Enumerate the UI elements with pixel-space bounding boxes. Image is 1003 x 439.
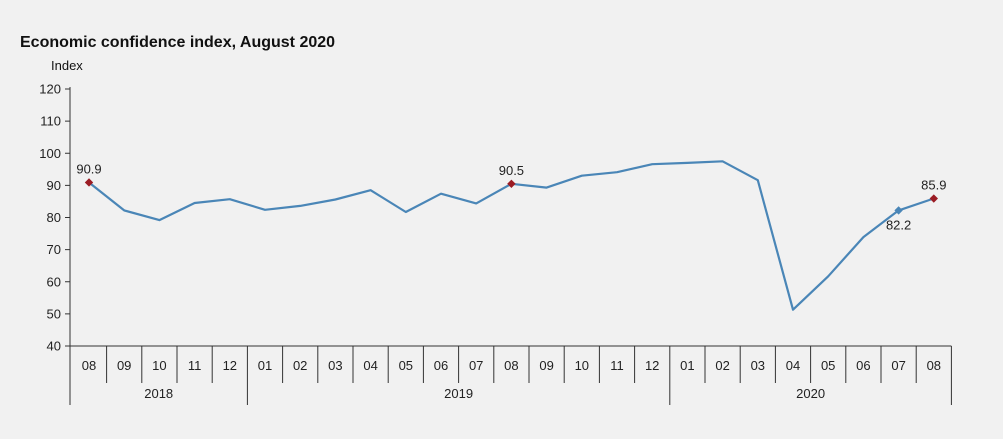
- x-tick-label: 06: [434, 358, 448, 373]
- year-label: 2019: [444, 386, 473, 401]
- x-tick-label: 09: [539, 358, 553, 373]
- y-tick-label: 40: [47, 339, 61, 354]
- chart-axes: [69, 87, 952, 347]
- x-axis-categories: 08 09 10 11 12 01 02 03 04 05 06 07 08 09 10 11 12 01 02 03…: [69, 346, 952, 405]
- x-tick-label: 09: [117, 358, 131, 373]
- data-label: 85.9: [921, 178, 946, 193]
- x-tick-label: 04: [786, 358, 800, 373]
- x-tick-label: 02: [293, 358, 307, 373]
- year-label: 2020: [796, 386, 825, 401]
- x-tick-label: 02: [715, 358, 729, 373]
- y-tick-label: 120: [39, 82, 61, 97]
- x-tick-label: 03: [328, 358, 342, 373]
- x-tick-label: 01: [680, 358, 694, 373]
- y-tick-label: 80: [47, 210, 61, 225]
- data-point-marker: [929, 194, 938, 203]
- y-tick-label: 50: [47, 306, 61, 321]
- x-tick-label: 03: [751, 358, 765, 373]
- x-tick-label: 12: [645, 358, 659, 373]
- x-tick-label: 11: [610, 358, 624, 373]
- y-tick-label: 110: [40, 114, 61, 129]
- x-tick-label: 08: [82, 358, 96, 373]
- y-tick-label: 60: [47, 274, 61, 289]
- x-tick-label: 10: [575, 358, 589, 373]
- y-axis-ticks: 40 50 60 70 80 90 100 110 120: [39, 82, 70, 354]
- annotations-layer: 90.9 90.5 82.2 85.9: [76, 161, 946, 232]
- year-label: 2018: [144, 386, 173, 401]
- chart-title: Economic confidence index, August 2020: [20, 34, 336, 51]
- x-tick-label: 06: [856, 358, 870, 373]
- x-tick-label: 04: [363, 358, 377, 373]
- data-point-marker: [894, 206, 903, 215]
- x-tick-label: 10: [152, 358, 166, 373]
- data-label: 82.2: [886, 217, 911, 232]
- x-tick-label: 05: [821, 358, 835, 373]
- x-tick-label: 11: [188, 358, 202, 373]
- data-point-marker: [507, 179, 516, 188]
- x-tick-label: 01: [258, 358, 272, 373]
- x-tick-label: 08: [927, 358, 941, 373]
- x-tick-label: 12: [223, 358, 237, 373]
- y-axis-label: Index: [51, 58, 83, 73]
- y-tick-label: 90: [47, 178, 61, 193]
- y-tick-label: 70: [47, 242, 61, 257]
- x-tick-label: 07: [469, 358, 483, 373]
- data-label: 90.9: [76, 161, 101, 176]
- y-tick-label: 100: [39, 146, 61, 161]
- x-tick-label: 08: [504, 358, 518, 373]
- data-point-marker: [84, 178, 94, 187]
- data-label: 90.5: [499, 163, 524, 178]
- x-tick-label: 05: [399, 358, 413, 373]
- x-tick-label: 07: [891, 358, 905, 373]
